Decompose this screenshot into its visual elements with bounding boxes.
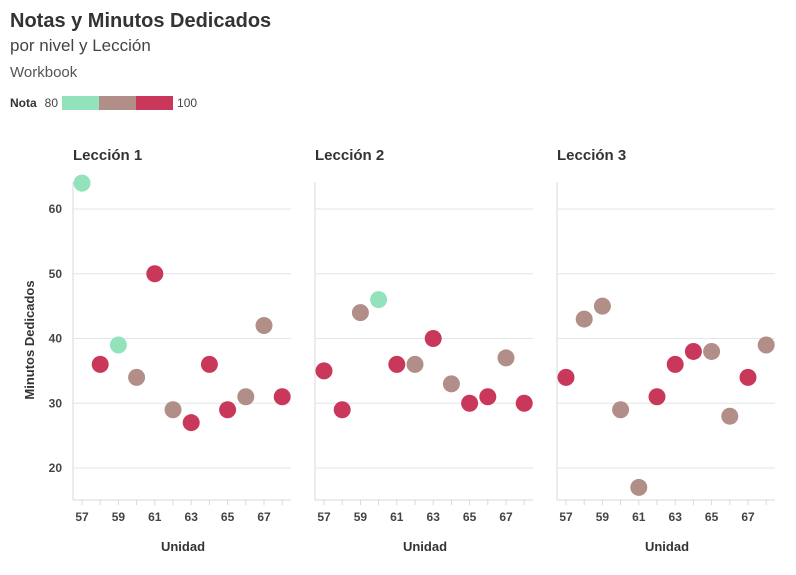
data-point bbox=[73, 174, 91, 192]
data-point bbox=[757, 336, 775, 354]
data-point bbox=[515, 394, 533, 412]
legend-swatch-mid bbox=[99, 96, 137, 110]
data-point bbox=[351, 304, 369, 322]
x-tick-label: 57 bbox=[317, 510, 331, 524]
data-point bbox=[200, 355, 218, 373]
data-point bbox=[219, 401, 237, 419]
legend-color-bar bbox=[62, 96, 174, 110]
y-tick-label: 60 bbox=[49, 202, 63, 216]
data-point bbox=[612, 401, 630, 419]
data-point bbox=[406, 355, 424, 373]
data-point bbox=[91, 355, 109, 373]
data-point bbox=[703, 342, 721, 360]
data-point bbox=[575, 310, 593, 328]
panel-2: 57 59 61 63 65 67 Lección 2 Unidad bbox=[314, 147, 533, 554]
data-point bbox=[593, 297, 611, 315]
x-tick-label: 57 bbox=[559, 510, 573, 524]
x-axis-label: Unidad bbox=[161, 539, 205, 554]
x-tick-label: 61 bbox=[148, 510, 162, 524]
x-tick-label: 67 bbox=[499, 510, 513, 524]
x-tick-label: 63 bbox=[185, 510, 199, 524]
data-point bbox=[333, 401, 351, 419]
y-tick-label: 20 bbox=[49, 461, 63, 475]
data-point bbox=[630, 478, 648, 496]
panel-1: 57 59 61 63 65 67 Lección 1 Unidad bbox=[72, 147, 291, 554]
panel-title: Lección 1 bbox=[73, 147, 142, 164]
legend-swatch-high bbox=[136, 96, 174, 110]
data-point bbox=[442, 375, 460, 393]
data-point bbox=[666, 355, 684, 373]
legend-swatch-low bbox=[62, 96, 100, 110]
data-point bbox=[370, 291, 388, 309]
x-tick-label: 61 bbox=[632, 510, 646, 524]
color-legend: Nota 80 100 bbox=[10, 96, 197, 110]
x-axis-label: Unidad bbox=[645, 539, 689, 554]
data-point bbox=[424, 330, 442, 347]
x-tick-label: 59 bbox=[112, 510, 126, 524]
data-point bbox=[739, 368, 757, 386]
x-tick-label: 57 bbox=[75, 510, 89, 524]
x-tick-label: 59 bbox=[596, 510, 610, 524]
data-point bbox=[648, 388, 666, 406]
x-tick-label: 61 bbox=[390, 510, 404, 524]
data-point bbox=[721, 407, 739, 425]
x-tick-label: 67 bbox=[741, 510, 755, 524]
panel-3: 57 59 61 63 65 67 Lección 3 Unidad bbox=[556, 147, 775, 554]
chart-title: Notas y Minutos Dedicados bbox=[10, 10, 272, 32]
data-point bbox=[128, 368, 146, 386]
data-point bbox=[164, 401, 182, 419]
data-point bbox=[255, 317, 273, 335]
data-point bbox=[146, 265, 164, 283]
data-point bbox=[461, 394, 479, 412]
y-tick-label: 30 bbox=[49, 396, 63, 410]
x-tick-label: 59 bbox=[354, 510, 368, 524]
y-tick-label: 40 bbox=[49, 332, 63, 346]
x-tick-label: 65 bbox=[463, 510, 477, 524]
chart-subtitle: por nivel y Lección bbox=[10, 36, 151, 55]
data-point bbox=[273, 388, 291, 406]
x-tick-label: 65 bbox=[221, 510, 235, 524]
data-point bbox=[557, 368, 575, 386]
x-tick-label: 63 bbox=[427, 510, 441, 524]
data-point bbox=[109, 336, 127, 354]
y-axis-label: Minutos Dedicados bbox=[22, 280, 37, 399]
data-point bbox=[497, 349, 515, 367]
data-point bbox=[479, 388, 497, 406]
y-tick-label: 50 bbox=[49, 267, 63, 281]
panel-title: Lección 3 bbox=[557, 147, 626, 164]
panel-title: Lección 2 bbox=[315, 147, 384, 164]
legend-title: Nota bbox=[10, 96, 37, 110]
chart-caption: Workbook bbox=[10, 64, 78, 81]
data-point bbox=[684, 342, 702, 360]
x-tick-label: 63 bbox=[669, 510, 683, 524]
data-point bbox=[388, 355, 406, 373]
legend-min-label: 80 bbox=[44, 96, 59, 110]
x-tick-label: 65 bbox=[705, 510, 719, 524]
x-axis-label: Unidad bbox=[403, 539, 447, 554]
x-tick-label: 67 bbox=[257, 510, 271, 524]
data-point bbox=[237, 388, 255, 406]
data-point bbox=[182, 414, 200, 432]
legend-max-label: 100 bbox=[177, 96, 198, 110]
data-point bbox=[315, 362, 333, 380]
